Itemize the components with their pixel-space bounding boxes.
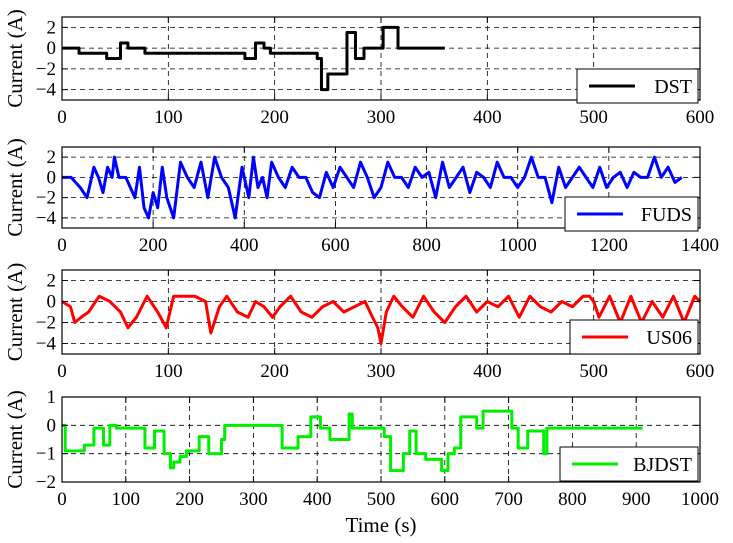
y-tick-label: −2 — [36, 59, 56, 80]
y-tick-label: −1 — [36, 444, 56, 465]
x-tick-label: 100 — [112, 489, 141, 510]
legend-label: FUDS — [641, 204, 692, 226]
x-tick-label: 300 — [239, 489, 268, 510]
y-axis-label: Current (A) — [3, 390, 27, 489]
x-tick-label: 300 — [367, 107, 396, 128]
y-tick-label: 1 — [47, 387, 57, 408]
x-tick-label: 100 — [154, 107, 183, 128]
x-tick-label: 600 — [686, 361, 715, 382]
series-line-us06 — [61, 294, 702, 345]
legend: BJDST — [559, 446, 699, 482]
y-tick-label: −4 — [36, 208, 57, 229]
x-tick-label: 800 — [558, 489, 587, 510]
x-tick-label: 900 — [622, 489, 651, 510]
x-tick-label: 0 — [57, 235, 67, 256]
chart-panel-4: 0 100 200 300 400 500 600 700 800 900 1000 −2 −1 0 1 Cu… — [3, 387, 719, 510]
x-tick-label: 100 — [154, 361, 183, 382]
legend: FUDS — [564, 196, 699, 232]
x-tick-label: 200 — [175, 489, 204, 510]
x-tick-label: 600 — [431, 489, 460, 510]
x-tick-label: 600 — [321, 235, 350, 256]
x-tick-label: 400 — [473, 361, 502, 382]
series-line-bjdst — [62, 409, 643, 473]
y-axis-label: Current (A) — [3, 263, 27, 362]
y-tick-label: 0 — [47, 38, 57, 59]
y-tick-label: 0 — [47, 292, 57, 313]
x-tick-label: 400 — [303, 489, 332, 510]
y-tick-label: 2 — [47, 17, 57, 38]
legend: US06 — [569, 319, 699, 355]
x-tick-label: 400 — [230, 235, 259, 256]
x-tick-label: 1400 — [681, 235, 719, 256]
y-axis-label: Current (A) — [3, 9, 27, 108]
x-tick-label: 300 — [367, 361, 396, 382]
x-tick-label: 800 — [412, 235, 441, 256]
x-tick-label: 500 — [579, 107, 608, 128]
x-tick-label: 1000 — [681, 489, 719, 510]
x-tick-label: 1000 — [499, 235, 537, 256]
legend: DST — [576, 68, 699, 104]
y-tick-label: −4 — [36, 334, 57, 355]
series-line-dst — [62, 25, 445, 92]
x-tick-label: 200 — [260, 107, 289, 128]
x-tick-label: 600 — [686, 107, 715, 128]
x-tick-label: 1200 — [590, 235, 628, 256]
x-tick-label: 400 — [473, 107, 502, 128]
x-tick-label: 200 — [260, 361, 289, 382]
y-tick-label: −2 — [36, 313, 56, 334]
y-tick-label: −4 — [36, 80, 57, 101]
y-tick-label: 2 — [47, 271, 57, 292]
x-tick-label: 700 — [494, 489, 523, 510]
x-tick-label: 0 — [57, 489, 67, 510]
y-tick-label: 0 — [47, 167, 57, 188]
y-tick-label: −2 — [36, 188, 56, 209]
legend-label: US06 — [646, 327, 692, 349]
x-tick-label: 500 — [579, 361, 608, 382]
legend-label: DST — [654, 76, 692, 98]
x-tick-label: 0 — [57, 107, 67, 128]
y-tick-label: 2 — [47, 147, 57, 168]
x-axis-label: Time (s) — [346, 513, 417, 537]
y-axis-label: Current (A) — [3, 138, 27, 237]
y-tick-label: 0 — [47, 415, 57, 436]
x-tick-label: 0 — [57, 361, 67, 382]
x-tick-label: 200 — [139, 235, 168, 256]
axes-frame — [61, 146, 701, 229]
x-tick-label: 500 — [367, 489, 396, 510]
legend-label: BJDST — [633, 454, 692, 476]
series-line-fuds — [62, 155, 683, 220]
y-tick-label: −2 — [36, 472, 56, 493]
